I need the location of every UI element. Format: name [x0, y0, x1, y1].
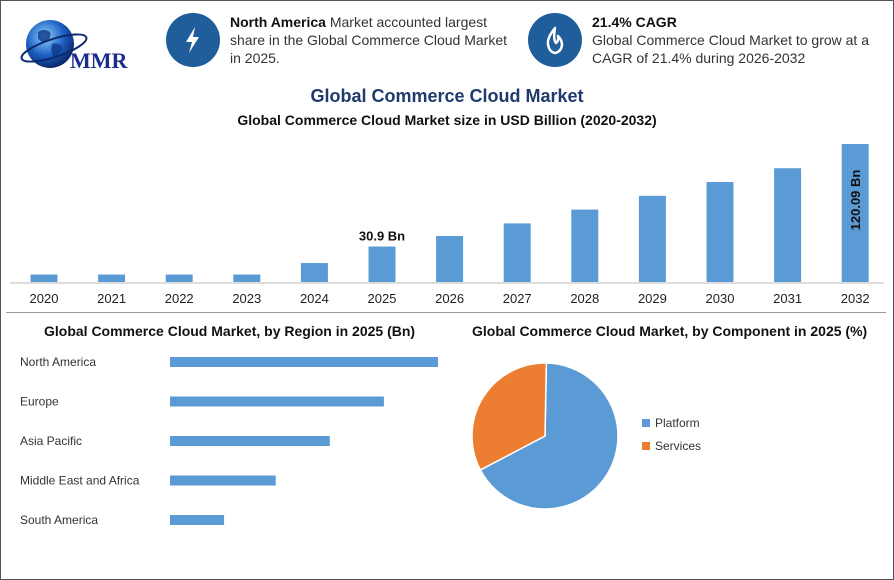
- chart-main-title: Global Commerce Cloud Market: [310, 86, 584, 106]
- market-size-bar-chart: 2020 2021 2022 2023 2024 2025 2026 2027 2028 2029…: [10, 144, 884, 306]
- bar-2023: [233, 274, 261, 282]
- x-tick-label: 2029: [638, 291, 667, 306]
- legend-label: Services: [655, 439, 701, 453]
- bar-2027: [503, 223, 531, 282]
- lightning-icon: [166, 13, 220, 67]
- bar-2024: [300, 263, 328, 282]
- x-tick-label: 2021: [97, 291, 126, 306]
- x-tick-label: 2026: [435, 291, 464, 306]
- mmr-logo: MMR: [20, 20, 129, 73]
- x-tick-label: 2031: [773, 291, 802, 306]
- x-tick-label: 2025: [368, 291, 397, 306]
- region-label: Europe: [20, 395, 59, 409]
- bar-2031: [774, 168, 802, 282]
- region-bar: [170, 436, 330, 446]
- bar-2022: [165, 274, 193, 282]
- region-bar: [170, 357, 438, 367]
- pie-slice-services: [471, 362, 548, 471]
- component-chart-title: Global Commerce Cloud Market, by Compone…: [472, 323, 868, 339]
- bar-2020: [30, 274, 58, 282]
- region-bar: [170, 475, 276, 486]
- bar-2032: [841, 144, 869, 282]
- legend-label: Platform: [655, 416, 700, 430]
- stat-north-america: North America Market accounted largest s…: [166, 13, 511, 67]
- data-label: 30.9 Bn: [359, 228, 405, 243]
- component-pie-chart: Platform Services: [471, 362, 701, 510]
- x-tick-label: 2027: [503, 291, 532, 306]
- region-chart-title: Global Commerce Cloud Market, by Region …: [44, 323, 416, 339]
- bar-2028: [571, 209, 599, 282]
- pie-slice-platform: [479, 362, 619, 510]
- x-tick-label: 2028: [570, 291, 599, 306]
- bar-2025: [368, 246, 396, 282]
- flame-icon: [528, 13, 582, 67]
- x-tick-label: 2023: [232, 291, 261, 306]
- x-tick-label: 2022: [165, 291, 194, 306]
- stat-north-america-text: North America Market accounted largest s…: [230, 14, 508, 66]
- section-divider: [6, 312, 886, 313]
- region-label: North America: [20, 355, 96, 369]
- bar-2021: [98, 274, 126, 282]
- logo-text: MMR: [70, 48, 129, 73]
- bar-2030: [706, 182, 734, 282]
- bar-2026: [436, 236, 464, 282]
- x-tick-label: 2032: [841, 291, 870, 306]
- region-bar: [170, 515, 225, 525]
- stat-cagr: 21.4% CAGR Global Commerce Cloud Market t…: [528, 13, 878, 67]
- x-tick-label: 2020: [30, 291, 59, 306]
- x-tick-label: 2030: [706, 291, 735, 306]
- stat-cagr-text: 21.4% CAGR Global Commerce Cloud Market t…: [592, 14, 869, 66]
- region-bar: [170, 396, 384, 407]
- data-label: 120.09 Bn: [848, 170, 863, 231]
- x-tick-label: 2024: [300, 291, 329, 306]
- region-label: Middle East and Africa: [20, 474, 140, 488]
- legend-swatch: [642, 442, 650, 450]
- region-label: Asia Pacific: [20, 434, 82, 448]
- region-label: South America: [20, 513, 98, 527]
- region-bar-chart: North America Europe Asia Pacific Middle Ea…: [20, 355, 438, 527]
- globe-icon: [20, 20, 88, 68]
- chart-subtitle: Global Commerce Cloud Market size in USD…: [237, 112, 657, 128]
- bar-2029: [638, 195, 666, 282]
- legend-swatch: [642, 419, 650, 427]
